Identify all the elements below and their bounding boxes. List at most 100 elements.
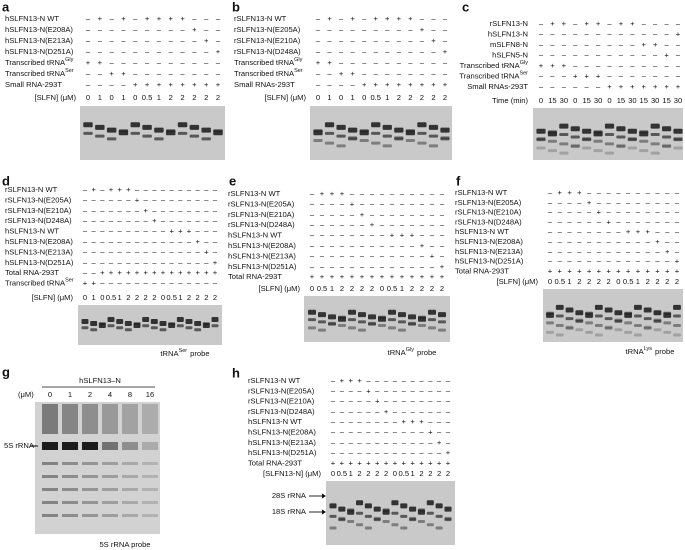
sign: – — [133, 47, 138, 56]
sign: + — [152, 268, 157, 277]
sign: – — [370, 241, 375, 250]
conc-value: 1 — [330, 284, 334, 293]
conc-value: 0.5 — [166, 293, 177, 302]
sign: – — [192, 36, 197, 45]
sign: – — [330, 231, 335, 240]
gel-band — [663, 311, 672, 315]
sign: – — [121, 36, 126, 45]
sign: – — [170, 195, 175, 204]
sign: – — [430, 220, 435, 229]
gel-band — [130, 131, 140, 135]
sign: + — [390, 231, 395, 240]
sign: – — [562, 82, 567, 91]
sign: + — [320, 272, 325, 281]
gel-band — [408, 321, 416, 325]
sign: – — [339, 36, 344, 45]
sign: – — [548, 247, 553, 256]
sign: + — [366, 386, 371, 395]
sign: – — [340, 386, 345, 395]
sign: – — [349, 428, 354, 437]
conc-value: 2 — [665, 277, 669, 286]
sign: – — [157, 58, 162, 67]
sign: – — [152, 279, 157, 288]
sign: – — [169, 47, 174, 56]
sign: + — [410, 231, 415, 240]
sign: – — [419, 407, 424, 416]
sign: – — [351, 80, 356, 89]
sign: – — [616, 217, 621, 226]
sign: – — [144, 258, 149, 267]
sign: + — [606, 217, 611, 226]
conc-label: [SLFN] (μM) — [259, 284, 301, 293]
sign: + — [370, 272, 375, 281]
conc-value: 1 — [349, 469, 353, 478]
conc-value: 0.5 — [398, 469, 409, 478]
sign: – — [626, 217, 631, 226]
row-label: hSLFN13-N WT — [5, 14, 59, 23]
conc-value: 0 — [310, 284, 314, 293]
sign: – — [573, 82, 578, 91]
conc-value: 0.5 — [554, 277, 565, 286]
row-label: hSLFN13-N(E213A) — [5, 247, 73, 256]
gel-band — [90, 328, 98, 332]
sign: – — [213, 195, 218, 204]
gel-band — [122, 501, 138, 504]
gel-band — [176, 324, 184, 328]
sign: + — [597, 208, 602, 217]
sign: – — [646, 247, 651, 256]
conc-value: 2 — [428, 469, 432, 478]
row-label: Small RNA-293T — [5, 80, 62, 89]
gel-band — [348, 136, 358, 140]
sign: – — [390, 189, 395, 198]
sign: – — [384, 438, 389, 447]
gel-band — [371, 122, 381, 128]
sign: – — [204, 216, 209, 225]
row-label: mSLFN8-N — [490, 40, 528, 49]
sign: + — [408, 14, 413, 23]
sign: – — [145, 36, 150, 45]
conc-label: [SLFN13-N] (μM) — [263, 469, 321, 478]
sign: – — [216, 14, 221, 23]
conc-value: 2 — [437, 469, 441, 478]
sign: – — [187, 247, 192, 256]
gel-band — [585, 311, 593, 315]
gel-band — [364, 526, 372, 530]
gel-band — [329, 503, 337, 509]
row-label: Transcribed tRNASer — [459, 71, 528, 81]
sign: + — [357, 458, 362, 467]
sign: – — [408, 36, 413, 45]
conc-label: [SLFN] (μM) — [35, 93, 77, 102]
row-label: hSLFN13-N(E208A) — [248, 428, 316, 437]
sign: – — [548, 237, 553, 246]
sign: – — [653, 19, 658, 28]
sign: – — [178, 237, 183, 246]
sign: – — [357, 407, 362, 416]
sign: – — [577, 237, 582, 246]
gel-band — [663, 321, 672, 325]
gel-band — [673, 138, 683, 142]
sign: – — [110, 25, 115, 34]
row-label: Small RNAs-293T — [467, 82, 528, 91]
sign: + — [121, 14, 126, 23]
conc-value: 15 — [582, 96, 590, 105]
conc-label: [SLFN] (μM) — [265, 93, 307, 102]
sign: – — [331, 428, 336, 437]
sign: – — [118, 216, 123, 225]
conc-value: 2 — [187, 293, 191, 302]
gel-band — [417, 508, 425, 512]
sign: – — [410, 438, 415, 447]
sign: – — [607, 30, 612, 39]
gel-band — [176, 317, 184, 322]
gel-band — [391, 511, 399, 515]
sign: + — [665, 247, 670, 256]
sign: + — [178, 268, 183, 277]
gel-band — [673, 137, 683, 141]
sign: – — [393, 376, 398, 385]
sign: – — [619, 51, 624, 60]
sign: – — [428, 438, 433, 447]
sign: – — [437, 417, 442, 426]
row-label: Transcribed tRNASer — [5, 278, 74, 288]
sign: + — [664, 51, 669, 60]
sign: – — [187, 185, 192, 194]
row-label: Transcribed tRNAGly — [234, 57, 303, 67]
